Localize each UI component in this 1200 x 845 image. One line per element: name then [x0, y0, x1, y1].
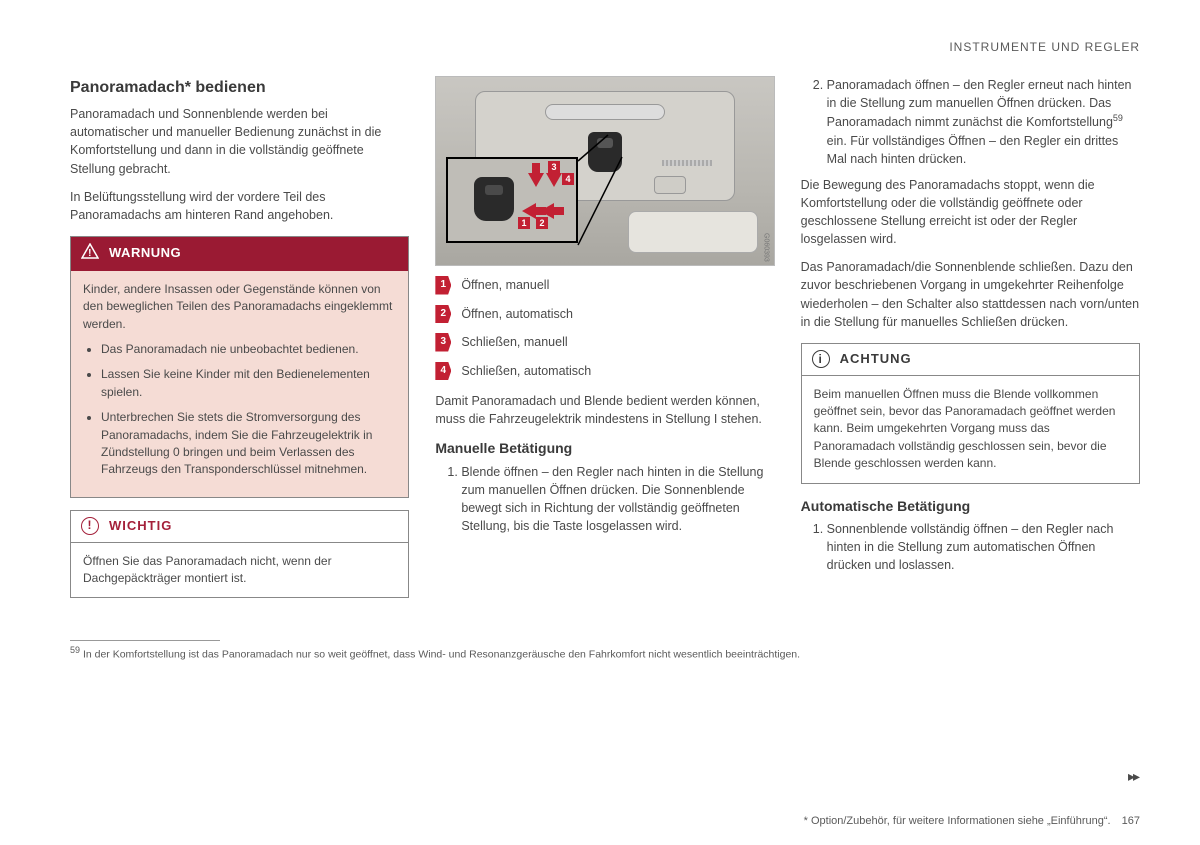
important-exclaim-icon: !: [81, 517, 99, 535]
closing-paragraph: Das Panoramadach/die Sonnenblende schlie…: [801, 258, 1140, 331]
svg-text:2: 2: [540, 218, 545, 228]
page-category-header: INSTRUMENTE UND REGLER: [70, 40, 1140, 54]
section-title: Panoramadach* bedienen: [70, 76, 409, 99]
svg-text:3: 3: [552, 162, 557, 172]
warning-box: ! WARNUNG Kinder, andere Insassen oder G…: [70, 236, 409, 498]
svg-text:1: 1: [522, 218, 527, 228]
figure-legend: 1Öffnen, manuell 2Öffnen, automatisch 3S…: [435, 276, 774, 380]
legend-item-1: 1Öffnen, manuell: [435, 276, 774, 295]
manual-step-2-post: ein. Für vollständiges Öffnen – den Regl…: [827, 134, 1119, 166]
warning-header: ! WARNUNG: [71, 237, 408, 271]
warning-body: Kinder, andere Insassen oder Gegenstände…: [71, 271, 408, 497]
warning-bullet-2: Lassen Sie keine Kinder mit den Bedienel…: [101, 366, 396, 401]
manual-step-2: Panoramadach öffnen – den Regler erneut …: [827, 76, 1140, 168]
option-footnote: * Option/Zubehör, für weitere Informatio…: [804, 815, 1111, 827]
important-box: ! WICHTIG Öffnen Sie das Panoramadach ni…: [70, 510, 409, 599]
legend-item-4: 4Schließen, automatisch: [435, 362, 774, 381]
warning-label: WARNUNG: [109, 244, 181, 263]
footnote-59: 59 In der Komfortstellung ist das Panora…: [70, 645, 1140, 661]
intro-paragraph-1: Panoramadach und Sonnenblende werden bei…: [70, 105, 409, 178]
legend-text-2: Öffnen, automatisch: [461, 305, 573, 323]
note-body: Beim manuellen Öffnen muss die Blende vo…: [802, 376, 1139, 483]
footnote-ref-59: 59: [1113, 113, 1123, 123]
warning-triangle-icon: !: [81, 243, 99, 265]
auto-steps: Sonnenblende vollständig öffnen – den Re…: [801, 520, 1140, 574]
note-label: ACHTUNG: [840, 350, 912, 369]
operating-prereq: Damit Panoramadach und Blende bedient we…: [435, 392, 774, 428]
page-footer: * Option/Zubehör, für weitere Informatio…: [804, 815, 1140, 827]
note-header: i ACHTUNG: [802, 344, 1139, 376]
manual-steps: Blende öffnen – den Regler nach hinten i…: [435, 463, 774, 536]
manual-steps-continued: Panoramadach öffnen – den Regler erneut …: [801, 76, 1140, 168]
column-1: Panoramadach* bedienen Panoramadach und …: [70, 76, 409, 610]
info-i-icon: i: [812, 350, 830, 368]
note-box: i ACHTUNG Beim manuellen Öffnen muss die…: [801, 343, 1140, 484]
legend-text-1: Öffnen, manuell: [461, 276, 549, 294]
warning-lead: Kinder, andere Insassen oder Gegenstände…: [83, 281, 396, 333]
inset-detail: 1 2 3 4: [446, 157, 578, 243]
page-number: 167: [1122, 815, 1140, 827]
manual-step-2-pre: Panoramadach öffnen – den Regler erneut …: [827, 78, 1132, 129]
important-header: ! WICHTIG: [71, 511, 408, 543]
image-code: G060393: [761, 233, 771, 262]
continuation-arrows-icon: ▸▸: [1128, 768, 1138, 785]
column-3: Panoramadach öffnen – den Regler erneut …: [801, 76, 1140, 610]
control-figure: 1 2 3 4 G060393: [435, 76, 774, 266]
warning-bullet-3: Unterbrechen Sie stets die Stromversorgu…: [101, 409, 396, 479]
auto-heading: Automatische Betätigung: [801, 496, 1140, 516]
svg-text:4: 4: [566, 174, 571, 184]
important-body: Öffnen Sie das Panoramadach nicht, wenn …: [71, 543, 408, 598]
footnote-number: 59: [70, 645, 80, 655]
intro-paragraph-2: In Belüftungsstellung wird der vordere T…: [70, 188, 409, 224]
footnote-text: In der Komfortstellung ist das Panoramad…: [83, 649, 800, 661]
legend-item-3: 3Schließen, manuell: [435, 333, 774, 352]
svg-text:!: !: [88, 248, 92, 259]
mirror-illustration: [628, 211, 758, 253]
column-2: 1 2 3 4 G060393 1Öffnen, manuell 2Öffnen…: [435, 76, 774, 610]
legend-text-4: Schließen, automatisch: [461, 362, 591, 380]
movement-stop-paragraph: Die Bewegung des Panoramadachs stoppt, w…: [801, 176, 1140, 249]
legend-item-2: 2Öffnen, automatisch: [435, 305, 774, 324]
content-columns: Panoramadach* bedienen Panoramadach und …: [70, 76, 1140, 610]
footnote-rule: [70, 640, 220, 641]
legend-text-3: Schließen, manuell: [461, 333, 567, 351]
auto-step-1: Sonnenblende vollständig öffnen – den Re…: [827, 520, 1140, 574]
manual-step-1: Blende öffnen – den Regler nach hinten i…: [461, 463, 774, 536]
warning-bullet-1: Das Panoramadach nie unbeobachtet bedien…: [101, 341, 396, 358]
manual-heading: Manuelle Betätigung: [435, 438, 774, 458]
important-label: WICHTIG: [109, 517, 172, 536]
